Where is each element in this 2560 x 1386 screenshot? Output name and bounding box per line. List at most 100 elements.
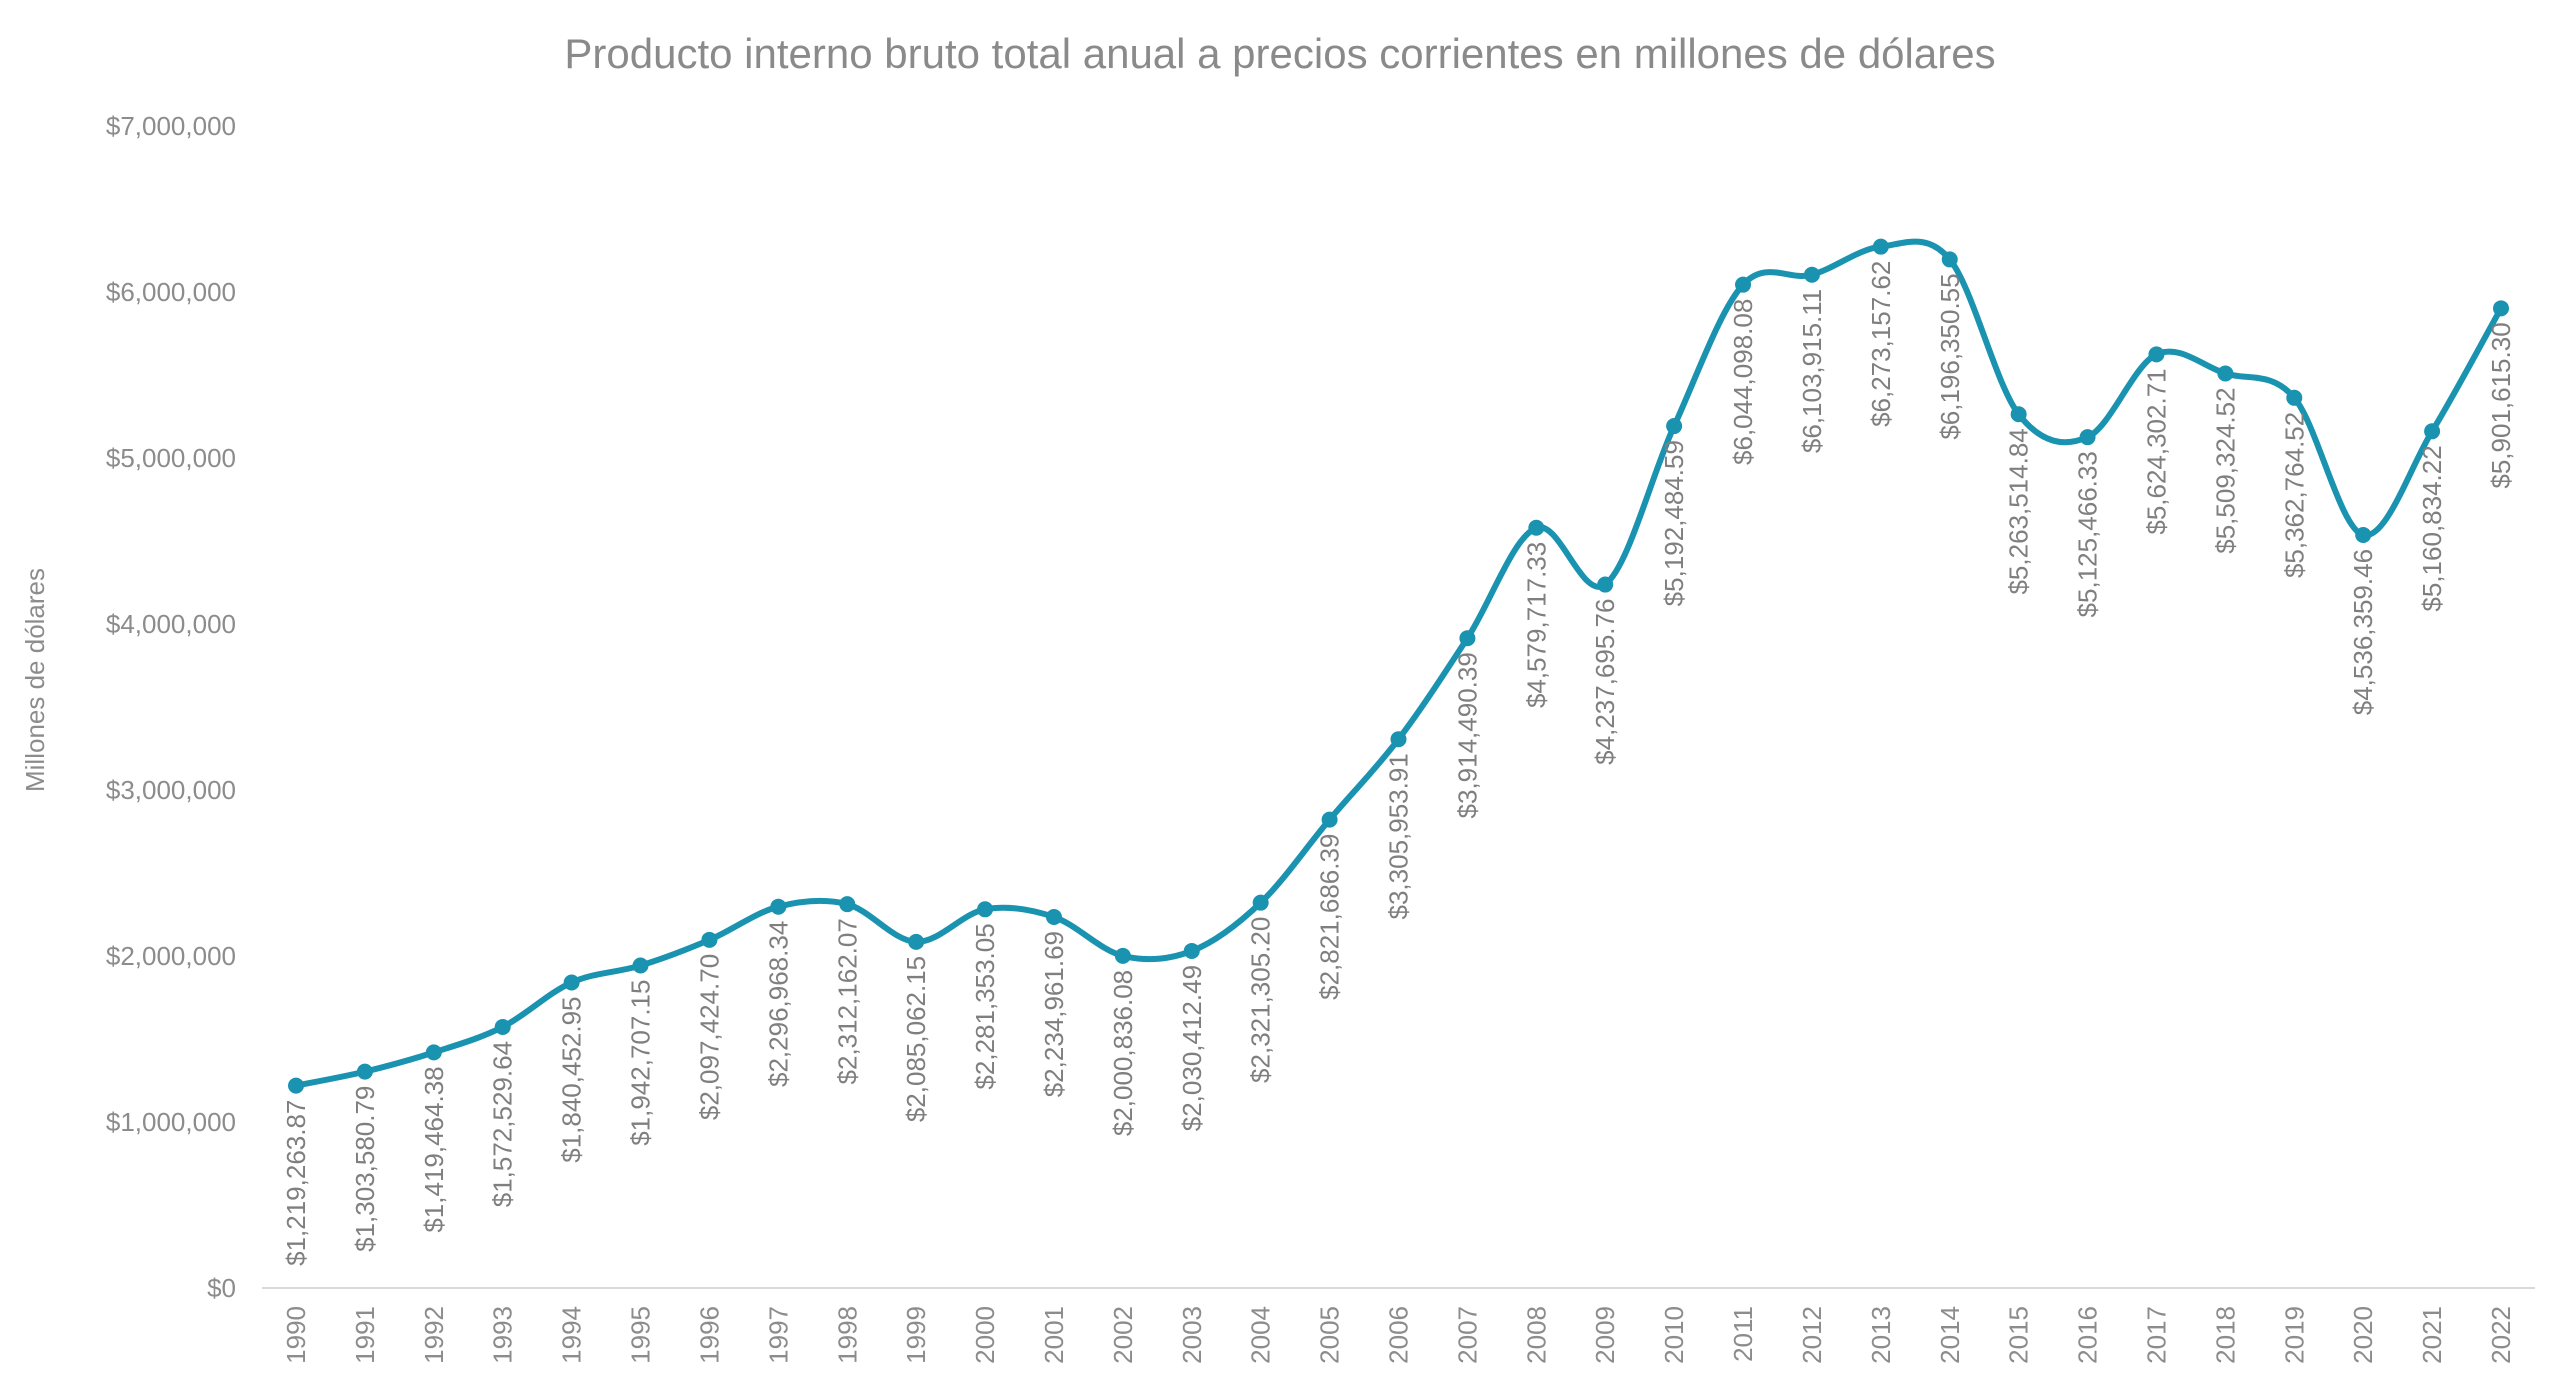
data-point bbox=[2355, 526, 2372, 543]
data-label: $4,237,695.76 bbox=[1590, 599, 1620, 765]
data-point bbox=[1941, 251, 1958, 268]
x-tick-label: 2001 bbox=[1039, 1306, 1069, 1364]
data-point bbox=[977, 901, 994, 918]
data-point bbox=[1183, 942, 1200, 959]
x-tick-label: 1996 bbox=[694, 1306, 724, 1364]
data-label: $5,901,615.30 bbox=[2486, 322, 2516, 488]
data-point bbox=[1597, 576, 1614, 593]
data-label: $1,303,580.79 bbox=[350, 1086, 380, 1252]
data-point bbox=[1390, 731, 1407, 748]
x-tick-label: 2015 bbox=[2004, 1306, 2034, 1364]
data-point bbox=[1045, 908, 1062, 925]
data-point bbox=[1803, 266, 1820, 283]
y-tick-label: $5,000,000 bbox=[106, 443, 236, 473]
data-point bbox=[1872, 238, 1889, 255]
data-label: $3,305,953.91 bbox=[1384, 753, 1414, 919]
y-tick-label: $0 bbox=[207, 1273, 236, 1303]
data-point bbox=[1735, 276, 1752, 293]
x-tick-label: 2022 bbox=[2486, 1306, 2516, 1364]
data-label: $5,624,302.71 bbox=[2141, 368, 2171, 534]
data-label: $1,219,263.87 bbox=[281, 1100, 311, 1266]
data-label: $5,160,834.22 bbox=[2417, 445, 2447, 611]
data-label: $2,312,162.07 bbox=[832, 918, 862, 1084]
data-label: $5,263,514.84 bbox=[2004, 428, 2034, 594]
x-tick-label: 1990 bbox=[281, 1306, 311, 1364]
data-point bbox=[701, 931, 718, 948]
x-tick-label: 1995 bbox=[626, 1306, 656, 1364]
x-tick-label: 1998 bbox=[832, 1306, 862, 1364]
data-label: $2,321,305.20 bbox=[1246, 917, 1276, 1083]
data-label: $5,362,764.52 bbox=[2279, 412, 2309, 578]
data-label: $2,097,424.70 bbox=[694, 954, 724, 1120]
x-tick-label: 2008 bbox=[1521, 1306, 1551, 1364]
x-tick-label: 2002 bbox=[1108, 1306, 1138, 1364]
x-tick-label: 2009 bbox=[1590, 1306, 1620, 1364]
y-axis-label: Millones de dólares bbox=[20, 568, 50, 792]
data-label: $2,281,353.05 bbox=[970, 923, 1000, 1089]
data-point bbox=[1459, 630, 1476, 647]
x-tick-label: 1994 bbox=[557, 1306, 587, 1364]
y-tick-label: $4,000,000 bbox=[106, 609, 236, 639]
data-point bbox=[1666, 418, 1683, 435]
data-label: $2,030,412.49 bbox=[1177, 965, 1207, 1131]
data-point bbox=[1528, 519, 1545, 536]
data-label: $5,125,466.33 bbox=[2073, 451, 2103, 617]
data-point bbox=[908, 933, 925, 950]
data-label: $2,234,961.69 bbox=[1039, 931, 1069, 1097]
data-label: $6,044,098.08 bbox=[1728, 299, 1758, 465]
x-tick-label: 2017 bbox=[2141, 1306, 2171, 1364]
data-label: $2,085,062.15 bbox=[901, 956, 931, 1122]
x-tick-label: 2006 bbox=[1384, 1306, 1414, 1364]
data-point bbox=[563, 974, 580, 991]
x-tick-label: 2011 bbox=[1728, 1306, 1758, 1362]
x-tick-label: 1993 bbox=[488, 1306, 518, 1364]
x-tick-label: 2012 bbox=[1797, 1306, 1827, 1364]
data-label: $4,579,717.33 bbox=[1521, 542, 1551, 708]
x-tick-label: 1991 bbox=[350, 1306, 380, 1364]
series-line bbox=[295, 238, 2504, 1089]
data-point bbox=[770, 898, 787, 915]
y-tick-label: $1,000,000 bbox=[106, 1107, 236, 1137]
x-tick-label: 2014 bbox=[1935, 1306, 1965, 1364]
chart-title: Producto interno bruto total anual a pre… bbox=[564, 30, 1996, 77]
y-tick-label: $6,000,000 bbox=[106, 277, 236, 307]
data-point bbox=[2424, 423, 2441, 440]
data-point bbox=[2493, 300, 2509, 317]
x-tick-label: 2018 bbox=[2210, 1306, 2240, 1364]
x-tick-label: 1992 bbox=[419, 1306, 449, 1364]
data-label: $1,840,452.95 bbox=[557, 996, 587, 1162]
data-point bbox=[2079, 429, 2096, 446]
data-label: $2,296,968.34 bbox=[763, 921, 793, 1087]
data-label: $4,536,359.46 bbox=[2348, 549, 2378, 715]
x-tick-label: 2019 bbox=[2279, 1306, 2309, 1364]
x-tick-label: 2004 bbox=[1246, 1306, 1276, 1364]
x-tick-label: 2013 bbox=[1866, 1306, 1896, 1364]
data-label: $1,942,707.15 bbox=[626, 980, 656, 1146]
data-label: $2,821,686.39 bbox=[1315, 834, 1345, 1000]
x-tick-label: 2010 bbox=[1659, 1306, 1689, 1364]
x-tick-label: 2021 bbox=[2417, 1306, 2447, 1364]
data-point bbox=[1321, 811, 1338, 828]
data-point bbox=[839, 896, 856, 913]
x-tick-label: 2003 bbox=[1177, 1306, 1207, 1364]
data-point bbox=[2217, 365, 2234, 382]
data-label: $1,572,529.64 bbox=[488, 1041, 518, 1207]
x-tick-label: 2000 bbox=[970, 1306, 1000, 1364]
data-point bbox=[1114, 947, 1131, 964]
data-label: $6,196,350.55 bbox=[1935, 273, 1965, 439]
x-tick-label: 2016 bbox=[2073, 1306, 2103, 1364]
data-point bbox=[2010, 406, 2027, 423]
data-label: $6,273,157.62 bbox=[1866, 261, 1896, 427]
data-point bbox=[632, 957, 649, 974]
data-point bbox=[2286, 389, 2303, 406]
data-point bbox=[288, 1077, 304, 1094]
x-tick-label: 1999 bbox=[901, 1306, 931, 1364]
data-label: $2,000,836.08 bbox=[1108, 970, 1138, 1136]
y-tick-label: $7,000,000 bbox=[106, 111, 236, 141]
y-tick-label: $2,000,000 bbox=[106, 941, 236, 971]
data-point bbox=[425, 1044, 442, 1061]
x-tick-label: 2020 bbox=[2348, 1306, 2378, 1364]
data-label: $5,509,324.52 bbox=[2210, 387, 2240, 553]
x-tick-label: 2007 bbox=[1452, 1306, 1482, 1364]
